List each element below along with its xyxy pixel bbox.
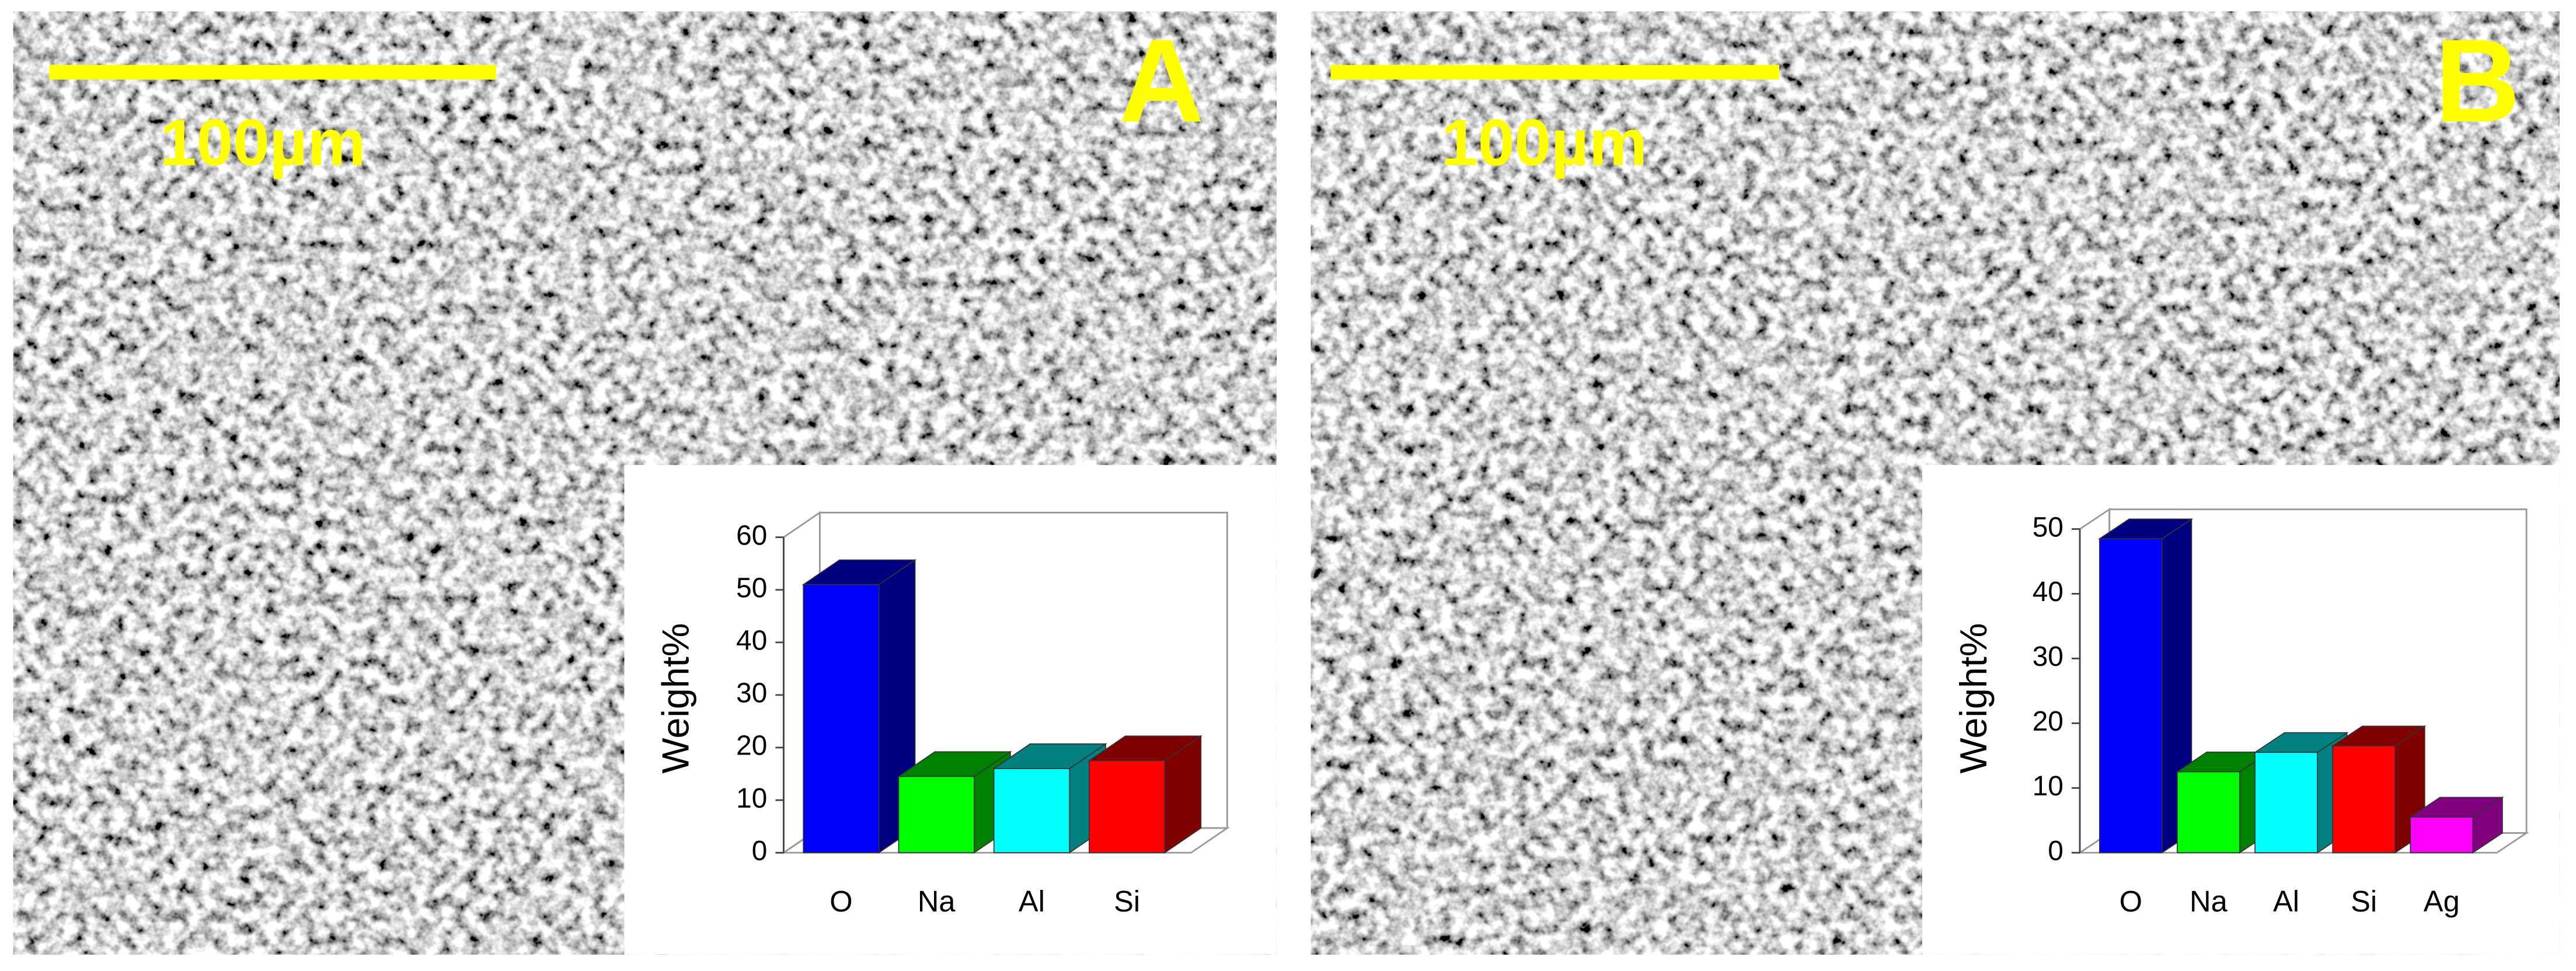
y-axis-label: Weight% (1952, 623, 1995, 774)
y-tick-label: 0 (2048, 836, 2063, 867)
y-tick-label: 40 (736, 626, 767, 656)
y-tick-label: 60 (736, 520, 767, 551)
bar (2332, 745, 2396, 854)
panel-label: A (1119, 15, 1204, 146)
chart: 0 10 20 30 40 50 60 Weight% O Na Al Si (654, 511, 1230, 918)
bar-3d (2253, 731, 2349, 854)
bar-3d (801, 558, 917, 854)
bar (898, 776, 975, 854)
y-axis-label: Weight% (654, 623, 696, 774)
chart: 0 10 20 30 40 50 Weight% O Na Al Si Ag (1952, 508, 2529, 918)
bar-3d (2408, 796, 2504, 854)
bar (2254, 752, 2318, 854)
y-tick-label: 20 (2033, 706, 2063, 737)
scale-bar-label: 100µm (1441, 106, 1647, 179)
y-tick-label: 10 (2033, 771, 2063, 802)
bar (2099, 538, 2163, 854)
x-tick-label: O (829, 885, 852, 918)
x-tick-label: Al (2273, 885, 2299, 918)
y-tick-label: 50 (2033, 512, 2063, 543)
panels: 100µm A 0 10 20 30 40 50 60 Weight% O Na Al Si 100µm B 0… (13, 11, 2560, 955)
bar (803, 584, 880, 854)
x-tick-label: Na (2190, 885, 2228, 918)
x-tick-label: Si (2351, 885, 2377, 918)
inset-background (1922, 464, 2560, 955)
bar (993, 768, 1071, 854)
y-tick-label: 30 (2033, 641, 2063, 672)
y-tick-label: 20 (736, 731, 767, 762)
x-tick-label: O (2120, 885, 2142, 918)
bar-3d (1087, 735, 1203, 854)
x-tick-label: Na (918, 885, 956, 918)
y-tick-label: 40 (2033, 577, 2063, 607)
bar (2410, 816, 2474, 854)
x-tick-label: Ag (2424, 885, 2460, 918)
x-tick-label: Al (1019, 885, 1045, 918)
bar-3d (897, 750, 1012, 854)
x-tick-label: Si (1114, 885, 1140, 918)
scale-bar-label: 100µm (160, 106, 366, 179)
bar (2177, 771, 2240, 854)
y-tick-label: 10 (736, 783, 767, 814)
y-tick-label: 30 (736, 678, 767, 709)
inset-background (624, 464, 1277, 955)
bar-3d (2331, 725, 2427, 854)
bar (1089, 760, 1166, 854)
y-tick-label: 0 (752, 836, 768, 867)
panel-label: B (2435, 15, 2520, 146)
y-tick-label: 50 (736, 572, 767, 603)
